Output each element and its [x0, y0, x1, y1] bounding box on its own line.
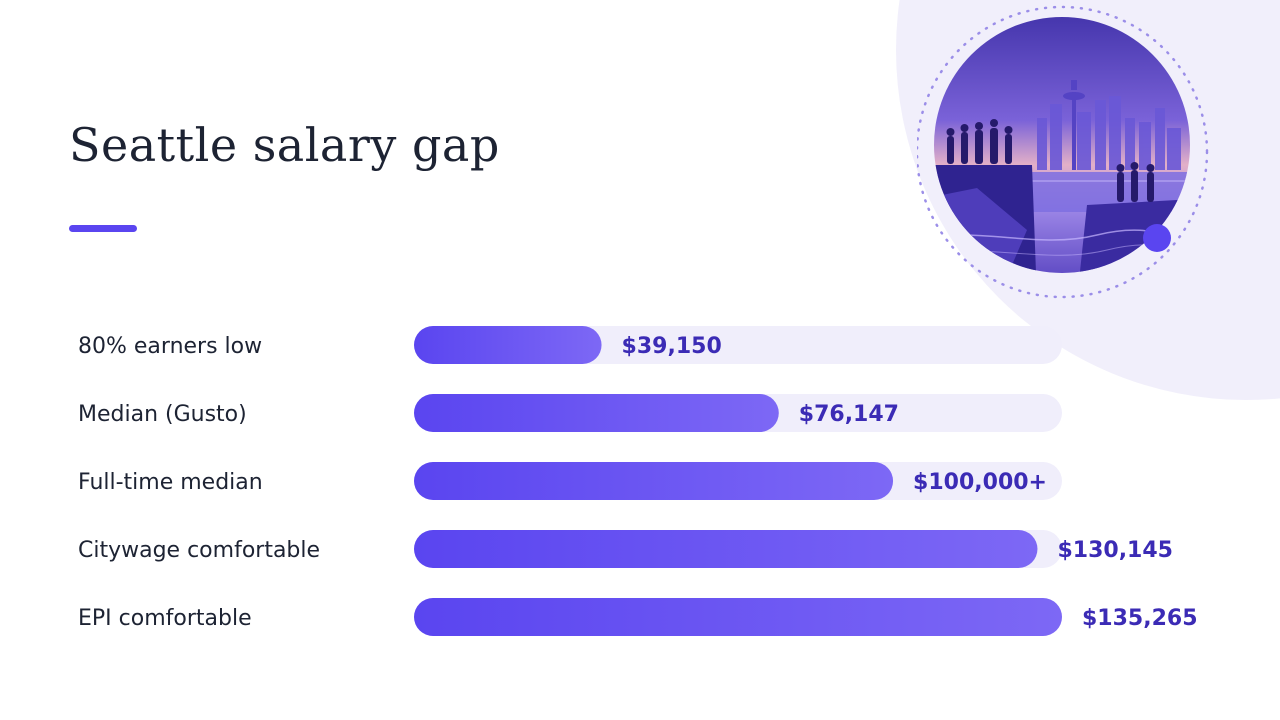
bar [414, 598, 1062, 636]
value-label: $130,145 [1057, 538, 1173, 563]
seattle-skyline-illustration [915, 0, 1217, 300]
value-label: $76,147 [799, 402, 899, 427]
category-label: EPI comfortable [78, 606, 252, 631]
category-label: Full-time median [78, 470, 263, 495]
value-label: $39,150 [622, 334, 722, 359]
title-accent-bar [69, 225, 137, 232]
category-label: Median (Gusto) [78, 402, 247, 427]
category-label: Citywage comfortable [78, 538, 320, 563]
bar [414, 462, 894, 500]
bar [414, 530, 1038, 568]
accent-dot [1143, 224, 1171, 252]
value-label: $100,000+ [913, 470, 1047, 495]
skyline-illustration-svg [915, 5, 1209, 299]
category-label: 80% earners low [78, 334, 262, 359]
value-label: $135,265 [1082, 606, 1198, 631]
page-title: Seattle salary gap [69, 118, 500, 172]
bar [414, 326, 602, 364]
bar [414, 394, 779, 432]
